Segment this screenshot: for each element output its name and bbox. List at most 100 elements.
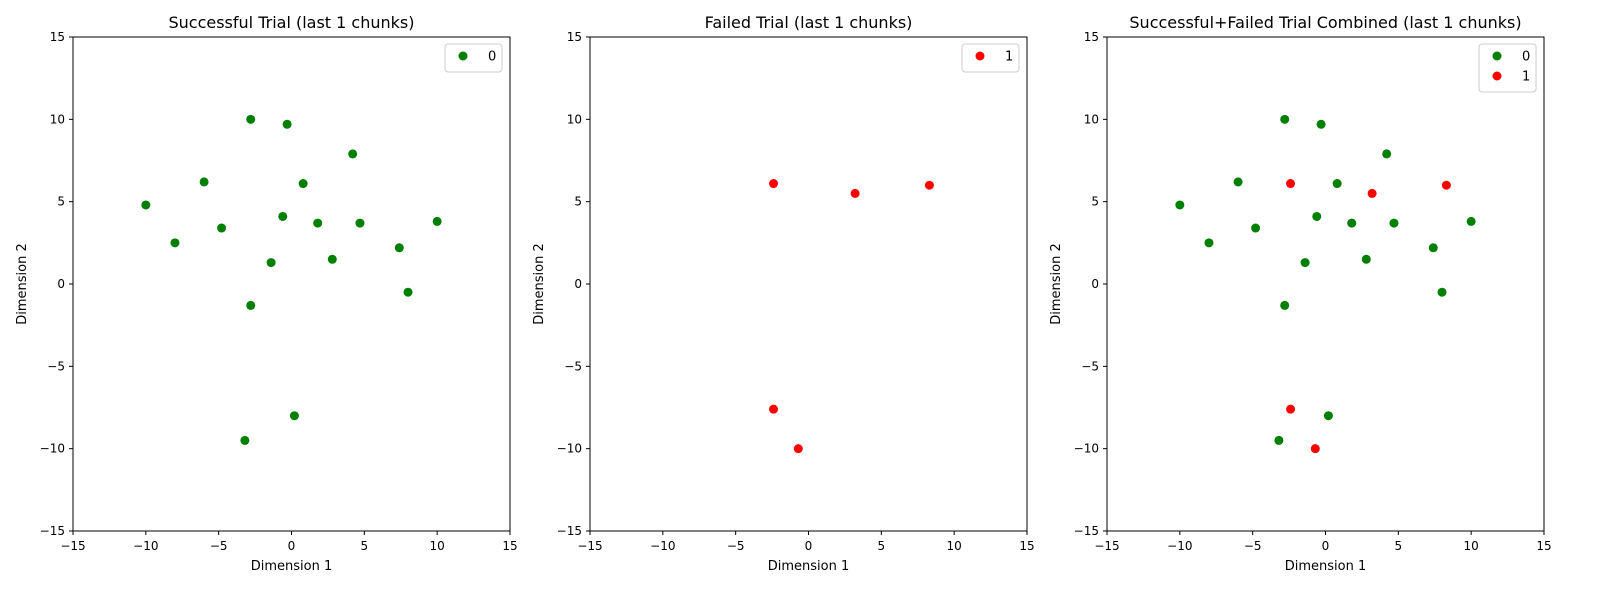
legend-marker-0 [458, 51, 468, 61]
data-point-series-0 [1389, 218, 1399, 228]
data-point-series-0 [266, 258, 276, 268]
data-point-series-0 [1323, 411, 1333, 421]
x-tick-label: 0 [288, 539, 296, 553]
x-axis-label: Dimension 1 [768, 559, 850, 574]
data-point-series-0 [1316, 119, 1326, 129]
data-point-series-1 [1286, 404, 1296, 414]
x-tick-label: 10 [430, 539, 445, 553]
legend: 1 [961, 43, 1020, 73]
x-tick-label: 15 [1019, 539, 1034, 553]
data-point-series-0 [1437, 287, 1447, 297]
y-tick-label: 10 [50, 112, 65, 126]
data-point-series-0 [1347, 218, 1357, 228]
y-tick-label: 5 [1091, 195, 1099, 209]
data-point-series-0 [1280, 114, 1290, 124]
legend: 0 [444, 43, 503, 73]
y-tick-label: 0 [1091, 277, 1099, 291]
data-point-series-0 [282, 119, 292, 129]
data-point-series-0 [1175, 200, 1185, 210]
legend-marker-1 [975, 51, 985, 61]
x-tick-label: −10 [133, 539, 158, 553]
y-tick-label: −10 [40, 442, 65, 456]
data-point-series-0 [1428, 243, 1438, 253]
x-tick-label: 10 [947, 539, 962, 553]
y-axis-label: Dimension 2 [1049, 243, 1064, 325]
chart-panel-2: Failed Trial (last 1 chunks)−15 −10 −5 0 5 10… [532, 13, 1035, 574]
data-point-series-1 [1367, 188, 1377, 198]
data-point-series-0 [141, 200, 151, 210]
chart-panel-1: Successful Trial (last 1 chunks) −15 −10 −5… [15, 13, 518, 574]
data-point-series-0 [1280, 300, 1290, 310]
data-point-series-0 [246, 114, 256, 124]
data-point-series-1 [924, 180, 934, 190]
y-tick-label: −15 [1074, 524, 1099, 538]
x-axis-label: Dimension 1 [251, 559, 333, 574]
legend-label: 1 [1005, 50, 1013, 65]
data-point-series-0 [1204, 238, 1214, 248]
data-point-series-0 [348, 149, 358, 159]
data-point-series-1 [1441, 180, 1451, 190]
data-point-series-0 [403, 287, 413, 297]
x-tick-label: 0 [1322, 539, 1330, 553]
data-point-series-0 [432, 216, 442, 226]
y-tick-label: 15 [1084, 30, 1099, 44]
y-tick-label: −5 [47, 359, 65, 373]
data-point-series-0 [355, 218, 365, 228]
data-point-series-0 [1274, 435, 1284, 445]
data-point-series-0 [1300, 258, 1310, 268]
data-point-series-0 [327, 254, 337, 264]
axes-frame [72, 36, 511, 532]
legend-label: 1 [1522, 70, 1530, 85]
y-tick-label: −10 [1074, 442, 1099, 456]
legend: 01 [1478, 43, 1537, 93]
chart-title: Successful+Failed Trial Combined (last 1… [1129, 13, 1521, 32]
y-tick-label: −15 [557, 524, 582, 538]
legend-box [444, 43, 503, 73]
data-point-series-0 [217, 223, 227, 233]
data-point-series-1 [850, 188, 860, 198]
x-tick-label: −10 [650, 539, 675, 553]
y-axis-label: Dimension 2 [532, 243, 547, 325]
data-point-series-0 [1312, 211, 1322, 221]
y-tick-label: 15 [567, 30, 582, 44]
y-tick-label: 5 [574, 195, 582, 209]
x-axis-label: Dimension 1 [1285, 559, 1367, 574]
data-point-series-1 [1286, 179, 1296, 189]
y-axis-label: Dimension 2 [15, 243, 30, 325]
data-point-series-1 [793, 444, 803, 454]
data-point-series-0 [199, 177, 209, 187]
y-tick-label: −15 [40, 524, 65, 538]
y-tick-label: 15 [50, 30, 65, 44]
data-point-series-1 [1310, 444, 1320, 454]
y-tick-label: −5 [1081, 359, 1099, 373]
data-point-series-0 [313, 218, 323, 228]
x-tick-label: −15 [60, 539, 85, 553]
y-tick-label: −5 [564, 359, 582, 373]
y-tick-label: 0 [574, 277, 582, 291]
data-point-series-0 [240, 435, 250, 445]
legend-label: 0 [1522, 50, 1530, 65]
data-point-series-0 [298, 179, 308, 189]
legend-box [961, 43, 1020, 73]
x-tick-label: 10 [1464, 539, 1479, 553]
x-tick-label: 5 [878, 539, 886, 553]
data-point-series-1 [769, 179, 779, 189]
x-tick-label: 15 [1536, 539, 1551, 553]
x-tick-label: −15 [577, 539, 602, 553]
y-tick-label: 0 [57, 277, 65, 291]
data-point-series-0 [394, 243, 404, 253]
data-point-series-0 [289, 411, 299, 421]
x-tick-label: 5 [1395, 539, 1403, 553]
data-point-series-0 [1332, 179, 1342, 189]
y-tick-label: −10 [557, 442, 582, 456]
x-tick-label: −5 [1244, 539, 1262, 553]
x-tick-label: 15 [502, 539, 517, 553]
chart-title: Successful Trial (last 1 chunks) [168, 13, 414, 32]
chart-panel-3: Successful+Failed Trial Combined (last 1… [1049, 13, 1552, 574]
data-point-series-0 [1233, 177, 1243, 187]
data-point-series-1 [769, 404, 779, 414]
data-point-series-0 [1466, 216, 1476, 226]
x-tick-label: −15 [1094, 539, 1119, 553]
x-tick-label: −5 [210, 539, 228, 553]
